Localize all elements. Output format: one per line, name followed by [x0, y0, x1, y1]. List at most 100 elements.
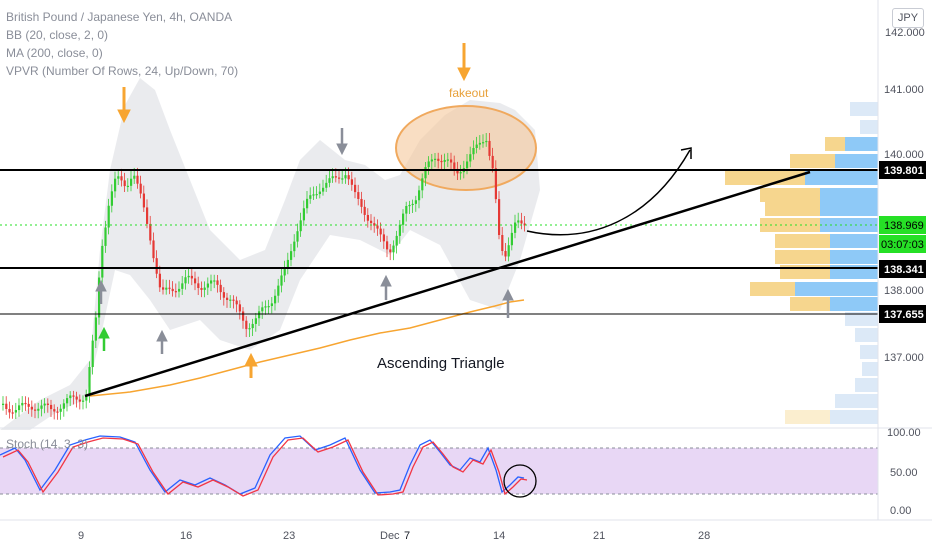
gray-up-arrow	[502, 288, 514, 318]
candle-body	[270, 303, 273, 307]
candle-body	[130, 178, 133, 186]
bollinger-band	[0, 78, 540, 430]
candle-body	[107, 205, 110, 228]
candle-body	[158, 273, 161, 288]
candle-body	[248, 328, 251, 330]
time-tick: 9	[78, 530, 84, 542]
candle-body	[325, 182, 328, 188]
candle-body	[514, 222, 517, 233]
stoch-indicator-label[interactable]: Stoch (14, 3, 3)	[6, 437, 89, 451]
time-tick: 7	[404, 530, 410, 542]
candle-body	[277, 285, 280, 296]
candle-body	[274, 295, 277, 304]
candle-body	[206, 283, 209, 288]
time-tick: 28	[698, 530, 710, 542]
candle-body	[254, 318, 257, 324]
fakeout-ellipse	[395, 105, 537, 191]
candle-body	[360, 198, 363, 207]
bb-indicator-label[interactable]: BB (20, close, 2, 0)	[6, 28, 109, 42]
candle-body	[18, 405, 21, 411]
candle-body	[66, 398, 69, 404]
orange-down-arrow	[117, 87, 131, 124]
candle-body	[229, 299, 232, 301]
candle-body	[94, 317, 97, 341]
vpvr-indicator-label[interactable]: VPVR (Number Of Rows, 24, Up/Down, 70)	[6, 64, 239, 78]
fakeout-label: fakeout	[449, 86, 489, 100]
price-tick: 138.000	[884, 285, 924, 297]
candle-body	[155, 258, 158, 274]
candle-body	[14, 410, 17, 413]
candle-body	[344, 175, 347, 179]
candle-body	[286, 259, 289, 268]
projection-arrowhead	[680, 147, 692, 159]
candle-body	[440, 160, 443, 163]
candle-body	[264, 306, 267, 308]
candle-body	[290, 251, 293, 260]
candle-body	[261, 307, 264, 312]
candle-body	[341, 178, 344, 180]
candle-body	[133, 175, 136, 179]
candle-body	[53, 409, 56, 412]
gray-up-arrow	[95, 279, 107, 304]
candle-body	[418, 190, 421, 201]
candle-body	[162, 287, 165, 290]
candle-body	[222, 292, 225, 298]
candle-body	[421, 178, 424, 191]
candle-body	[437, 158, 440, 161]
candle-body	[334, 176, 337, 178]
candle-body	[27, 403, 30, 407]
candle-body	[485, 140, 488, 143]
candle-body	[171, 288, 174, 292]
gray-up-arrow	[380, 274, 392, 300]
candle-body	[104, 227, 107, 246]
candle-body	[280, 275, 283, 286]
candlesticks	[2, 132, 526, 420]
candle-body	[322, 187, 325, 192]
ma-200-line	[89, 299, 525, 397]
pattern-label: Ascending Triangle	[377, 355, 505, 372]
candle-body	[136, 175, 139, 184]
stoch-tick: 100.00	[887, 427, 921, 439]
candle-body	[110, 191, 113, 206]
candle-body	[504, 250, 507, 257]
candle-body	[427, 161, 430, 168]
candle-body	[318, 191, 321, 195]
price-label-bg	[879, 216, 926, 234]
candle-body	[59, 408, 62, 412]
candle-body	[386, 241, 389, 250]
candle-body	[213, 280, 216, 282]
chart-legend: British Pound / Japanese Yen, 4h, OANDA …	[6, 8, 238, 80]
candle-body	[98, 277, 101, 318]
time-tick: 21	[593, 530, 605, 542]
candle-body	[75, 396, 78, 400]
candle-body	[40, 405, 43, 409]
currency-button[interactable]: JPY	[892, 8, 924, 28]
candle-body	[296, 231, 299, 242]
countdown-label: 03:07:03	[881, 239, 924, 251]
candle-body	[395, 235, 398, 246]
candle-body	[466, 161, 469, 169]
annotation-arrows	[95, 43, 514, 378]
symbol-title[interactable]: British Pound / Japanese Yen, 4h, OANDA	[6, 10, 233, 24]
candle-body	[469, 154, 472, 162]
candle-body	[200, 288, 203, 290]
stoch-band	[0, 448, 878, 494]
candle-body	[194, 278, 197, 284]
candle-body	[392, 245, 395, 253]
price-label: 138.969	[884, 220, 924, 232]
ma-indicator-label[interactable]: MA (200, close, 0)	[6, 46, 103, 60]
price-label-bg	[879, 260, 926, 278]
stoch-tick: 0.00	[890, 505, 911, 517]
candle-body	[309, 195, 312, 199]
candle-body	[78, 399, 81, 402]
vpvr-histogram	[725, 102, 878, 424]
candle-body	[2, 403, 5, 405]
price-tick: 140.000	[884, 149, 924, 161]
candle-body	[126, 185, 129, 188]
candle-body	[482, 142, 485, 144]
price-tick: 141.000	[884, 84, 924, 96]
candle-body	[50, 404, 53, 410]
candle-body	[331, 176, 334, 179]
candle-body	[245, 320, 248, 330]
